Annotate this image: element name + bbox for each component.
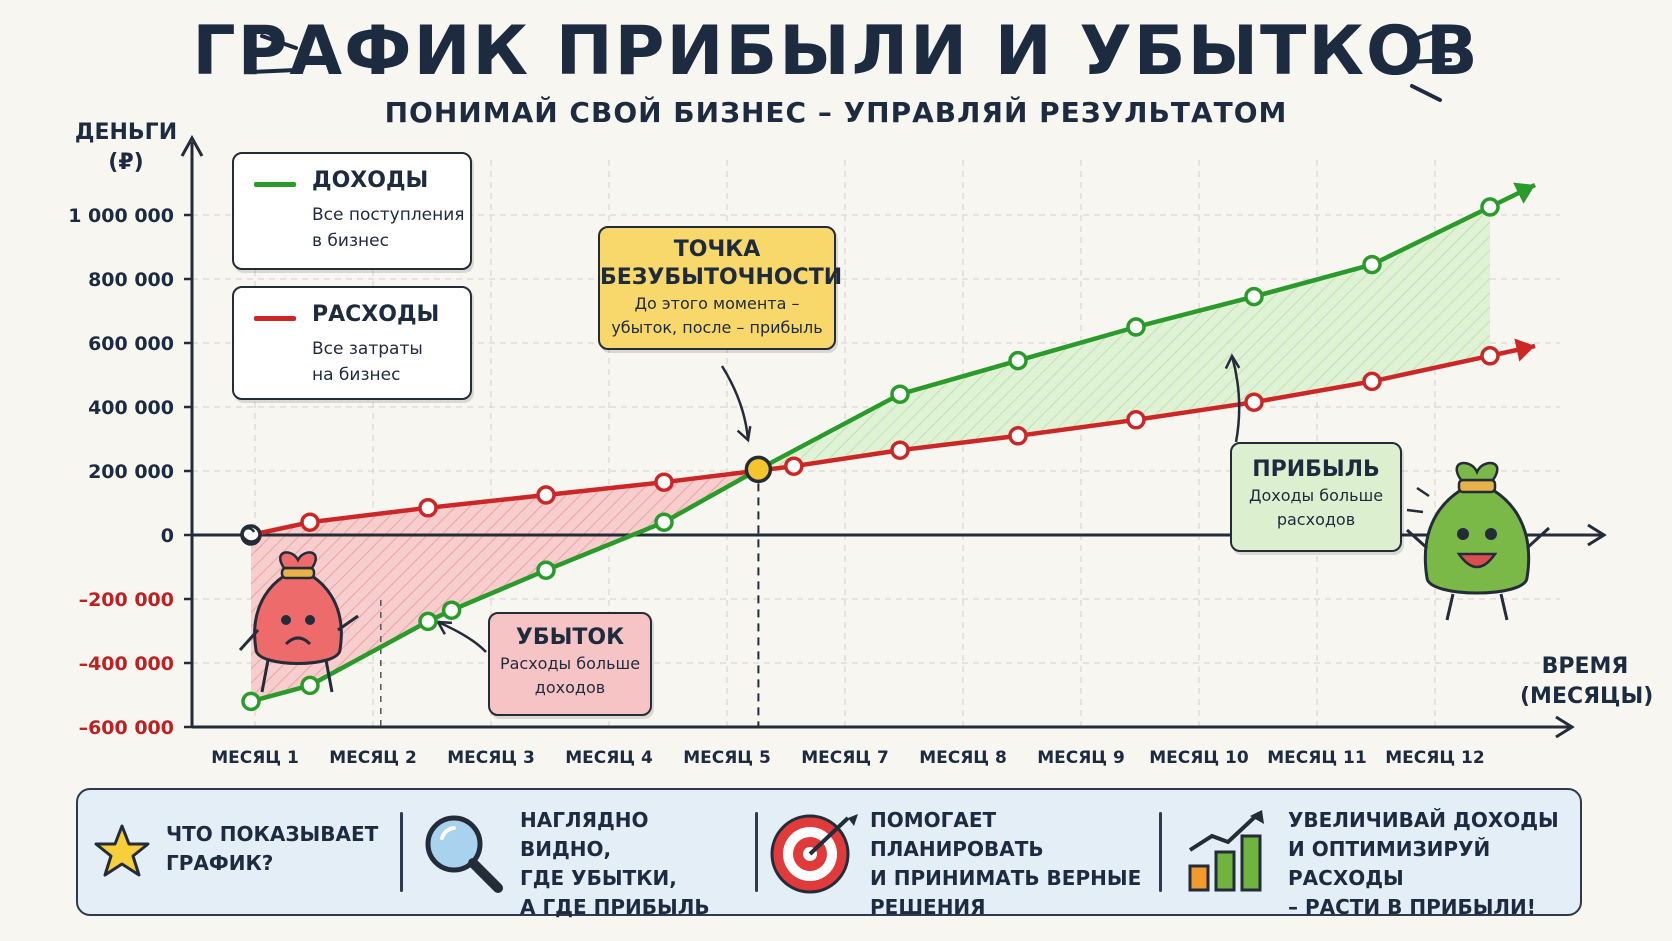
income-point <box>300 675 320 696</box>
profit-pointer <box>1230 355 1241 443</box>
y-tick-label: 1 000 000 <box>68 205 174 227</box>
y-tick-label: 800 000 <box>88 269 174 291</box>
break-even-callout: ТОЧКА БЕЗУБЫТОЧНОСТИ До этого момента – … <box>598 226 843 350</box>
loss-title: УБЫТОК <box>515 625 625 650</box>
expenses-point <box>1244 392 1264 412</box>
legend-income-line <box>254 182 296 187</box>
legend-expenses: РАСХОДЫ Все затраты на бизнес <box>232 286 472 400</box>
income-point <box>654 512 674 532</box>
legend-income-desc: Все поступления в бизнес <box>312 205 465 251</box>
legend-expenses-desc: Все затраты на бизнес <box>312 339 423 385</box>
x-tick-label: МЕСЯЦ 9 <box>1037 748 1125 768</box>
break-even-point <box>744 455 773 484</box>
break-even-title: ТОЧКА БЕЗУБЫТОЧНОСТИ <box>600 237 843 290</box>
income-point <box>1126 317 1146 337</box>
expenses-line <box>250 353 1491 538</box>
income-point <box>418 611 438 632</box>
y-axis-label: ДЕНЬГИ (₽) <box>74 120 178 175</box>
profit-desc: Доходы больше расходов <box>1248 486 1384 529</box>
x-tick-label: МЕСЯЦ 11 <box>1267 748 1366 768</box>
page-subtitle: ПОНИМАЙ СВОЙ БИЗНЕС – УПРАВЛЯЙ РЕЗУЛЬТАТ… <box>384 96 1288 129</box>
growth-chart-icon <box>1188 810 1264 892</box>
loss-pointer-head <box>435 620 453 635</box>
x-tick-label: МЕСЯЦ 12 <box>1385 748 1484 768</box>
x-tick-label: МЕСЯЦ 1 <box>211 748 299 768</box>
profit-callout: ПРИБЫЛЬ Доходы больше расходов <box>1230 442 1402 552</box>
expenses-point <box>418 498 438 518</box>
y-tick-label: 400 000 <box>88 397 174 419</box>
legend-income: ДОХОДЫ Все поступления в бизнес <box>232 152 472 270</box>
income-point <box>1362 254 1382 275</box>
expenses-point <box>890 440 910 460</box>
page-title: ГРАФИК ПРИБЫЛИ И УБЫТКОВ <box>192 12 1480 91</box>
expenses-point <box>1008 426 1028 446</box>
x-tick-label: МЕСЯЦ 3 <box>447 748 535 768</box>
y-tick-label: –600 000 <box>79 717 174 739</box>
legend-expenses-line <box>254 316 296 321</box>
y-tick-label: –200 000 <box>79 589 174 611</box>
break-even-desc: До этого момента – убыток, после – прибы… <box>611 294 823 337</box>
target-icon <box>770 814 858 894</box>
divider <box>755 812 758 892</box>
expenses-point <box>784 456 804 476</box>
expenses-point <box>300 512 320 532</box>
income-point <box>1244 286 1264 307</box>
x-tick-label: МЕСЯЦ 4 <box>565 748 653 768</box>
x-tick-label: МЕСЯЦ 10 <box>1149 748 1249 768</box>
profit-loss-chart: 1 000 000 800 000 600 000 400 000 200 000 0 –2… <box>68 134 1607 768</box>
break-even-pointer <box>720 365 750 441</box>
expenses-point <box>654 472 674 492</box>
expenses-arrow-head <box>1514 338 1535 362</box>
zero-axis-arrow <box>1587 523 1607 547</box>
info-item-what: ЧТО ПОКАЗЫВАЕТ ГРАФИК? <box>78 790 398 914</box>
info-item-what-text: ЧТО ПОКАЗЫВАЕТ ГРАФИК? <box>166 822 379 875</box>
break-even-pointer-head <box>736 425 752 443</box>
x-tick-label: МЕСЯЦ 8 <box>919 748 1007 768</box>
income-point <box>536 560 556 580</box>
expenses-point <box>1480 346 1500 366</box>
divider <box>400 812 403 892</box>
info-item-visibility-text: НАГЛЯДНО ВИДНО, ГДЕ УБЫТКИ, А ГДЕ ПРИБЫЛ… <box>520 808 710 919</box>
loss-desc: Расходы больше доходов <box>499 654 641 697</box>
x-axis-arrow <box>1555 715 1575 739</box>
profit-area <box>758 207 1490 470</box>
info-item-growth-text: УВЕЛИЧИВАЙ ДОХОДЫ И ОПТИМИЗИРУЙ РАСХОДЫ … <box>1288 808 1559 919</box>
profit-title: ПРИБЫЛЬ <box>1252 457 1380 482</box>
y-tick-label: 600 000 <box>88 333 174 355</box>
profit-pointer-head <box>1224 353 1241 370</box>
info-panel: ЧТО ПОКАЗЫВАЕТ ГРАФИК? НАГЛЯДНО ВИДНО, Г… <box>76 788 1582 919</box>
y-axis-arrow <box>180 134 204 157</box>
info-item-planning: ПОМОГАЕТ ПЛАНИРОВАТЬ И ПРИНИМАТЬ ВЕРНЫЕ … <box>764 790 1144 919</box>
y-tick-label: –400 000 <box>79 653 174 675</box>
expenses-point <box>1362 371 1382 392</box>
info-item-planning-text: ПОМОГАЕТ ПЛАНИРОВАТЬ И ПРИНИМАТЬ ВЕРНЫЕ … <box>870 808 1142 919</box>
y-tick-label: 200 000 <box>88 461 174 483</box>
expenses-point <box>1126 410 1146 430</box>
x-tick-label: МЕСЯЦ 2 <box>329 748 417 768</box>
income-arrow-head <box>1513 182 1535 204</box>
expenses-point <box>536 485 556 505</box>
y-tick-label: 0 <box>161 525 174 547</box>
legend-income-title: ДОХОДЫ <box>312 168 429 193</box>
sad-money-bag-icon <box>238 524 359 693</box>
info-item-visibility: НАГЛЯДНО ВИДНО, ГДЕ УБЫТКИ, А ГДЕ ПРИБЫЛ… <box>408 790 738 919</box>
happy-money-bag-icon <box>1405 461 1551 621</box>
info-item-growth: УВЕЛИЧИВАЙ ДОХОДЫ И ОПТИМИЗИРУЙ РАСХОДЫ … <box>1168 790 1568 919</box>
income-point <box>441 600 462 620</box>
star-icon <box>94 824 150 877</box>
x-tick-label: МЕСЯЦ 5 <box>683 748 771 768</box>
title-decoration-icon <box>250 28 1452 102</box>
income-point <box>241 691 261 712</box>
income-point <box>1008 350 1028 371</box>
divider <box>1159 812 1162 892</box>
income-point <box>890 384 910 404</box>
loss-pointer <box>437 620 487 653</box>
loss-callout: УБЫТОК Расходы больше доходов <box>488 612 652 716</box>
magnifier-icon <box>425 815 503 893</box>
legend-expenses-title: РАСХОДЫ <box>312 302 440 327</box>
income-point <box>1480 197 1500 217</box>
x-tick-label: МЕСЯЦ 7 <box>801 748 889 768</box>
x-axis-label: ВРЕМЯ (МЕСЯЦЫ) <box>1520 654 1654 709</box>
